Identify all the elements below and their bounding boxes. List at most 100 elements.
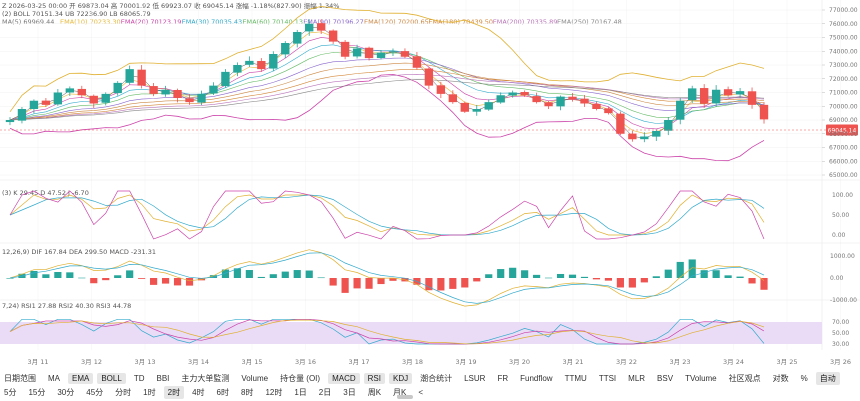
candle-body [759, 104, 769, 120]
indicator-toggle-5[interactable]: BBI [156, 373, 170, 383]
rsi-pane [9, 318, 765, 345]
indicator-toggle-4[interactable]: TD [133, 373, 145, 383]
indicator-toggle-9[interactable]: MACD [328, 372, 360, 384]
indicator-toggle-22[interactable]: 对数 [772, 373, 789, 383]
macd-histogram-bar [437, 278, 445, 291]
ema-line [9, 62, 765, 121]
candle-body [316, 23, 326, 31]
indicator-toggle-13[interactable]: LSUR [464, 373, 486, 383]
timeframe-option-12[interactable]: 2日 [318, 387, 332, 397]
macd-histogram-bar [185, 278, 194, 286]
indicator-toggle-21[interactable]: 社区观点 [728, 373, 761, 383]
indicator-toggle-2[interactable]: EMA [68, 372, 94, 384]
timeframe-option-7[interactable]: 4时 [192, 387, 205, 397]
timeframe-option-8[interactable]: 6时 [216, 387, 229, 397]
indicator-toggle-14[interactable]: FR [497, 373, 509, 383]
timeframe-option-15[interactable]: 月K [393, 387, 407, 397]
current-price-tag [826, 124, 858, 136]
macd-histogram-bar [389, 278, 397, 281]
chart-svg[interactable]: Z 2026-03-25 00:00 开 69873.04 高 70001.92… [0, 0, 860, 370]
timeframe-option-4[interactable]: 分时 [115, 387, 132, 397]
indicator-toggle-15[interactable]: Fundflow [520, 373, 553, 383]
candle-body [424, 68, 434, 86]
candle-body [137, 69, 146, 86]
candle-body [436, 85, 446, 94]
timeframe-option-9[interactable]: 8时 [240, 387, 254, 397]
timeframe-option-3[interactable]: 45分 [86, 387, 104, 397]
timeframe-option-13[interactable]: 3日 [343, 387, 356, 397]
macd-histogram-bar [497, 269, 505, 278]
price-tick-label: 74000.00 [829, 48, 858, 55]
kdj-d-line [9, 194, 765, 236]
indicator-toggle-17[interactable]: TTSI [598, 373, 617, 383]
macd-dea-line [9, 252, 765, 304]
date-tick-label: 3月 26 [830, 358, 851, 366]
boll-bands [9, 5, 765, 162]
rsi-info: 7,24) RSI1 27.88 RSI2 40.30 RSI3 44.78 [2, 302, 131, 310]
timeframe-option-1[interactable]: 15分 [28, 387, 46, 397]
candle-body [209, 85, 218, 94]
ma-legend-item: MA(5) 69969.44 [2, 18, 54, 26]
candle-body [532, 96, 541, 103]
candle-body [592, 103, 601, 109]
timeframe-option-6[interactable]: 2时 [163, 385, 185, 399]
indicator-toggle-19[interactable]: BSV [657, 373, 674, 383]
indicator-toggle-0[interactable]: 日期范围 [4, 373, 36, 383]
indicator-toggle-24[interactable]: 自动 [815, 371, 840, 385]
indicator-toggle-6[interactable]: 主力大单監测 [181, 373, 230, 383]
macd-histogram-bar [544, 277, 553, 279]
rsi-tick-label: 50.00 [832, 330, 849, 337]
candle-body [328, 30, 338, 42]
timeframe-option-10[interactable]: 12时 [265, 387, 283, 397]
indicator-toggle-18[interactable]: MLR [628, 373, 646, 383]
rsi-tick-label: 30.00 [832, 341, 849, 348]
candle-body [293, 32, 302, 44]
timeframe-option-14[interactable]: 周K [367, 387, 382, 397]
macd-histogram-bar [293, 270, 301, 278]
indicator-toggle-11[interactable]: KDJ [388, 372, 413, 384]
indicator-toggle-1[interactable]: MA [48, 373, 60, 383]
candle-body [89, 95, 98, 104]
macd-histogram-bar [221, 269, 230, 278]
indicator-toggle-20[interactable]: TVolume [685, 373, 717, 383]
indicator-toggle-16[interactable]: TTMU [564, 373, 587, 383]
boll-info: (2) BOLL 70151.34 UB 72236.90 LB 68065.7… [2, 10, 151, 18]
candle-body [149, 86, 158, 94]
timeframe-option-5[interactable]: 1时 [143, 387, 156, 397]
rsi3-line [9, 319, 765, 345]
macd-histogram-bar [461, 278, 469, 288]
indicator-toggle-3[interactable]: BOLL [97, 372, 126, 384]
date-tick-label: 3月 16 [295, 358, 316, 366]
macd-histogram-bar [233, 268, 241, 278]
candle-body [53, 92, 63, 105]
timeframe-option-16[interactable]: < [418, 387, 424, 397]
indicator-toggle-8[interactable]: 持仓量 (OI) [280, 373, 321, 383]
date-tick-label: 3月 18 [402, 358, 423, 366]
indicator-toggle-10[interactable]: RSI [363, 372, 385, 384]
ema-legend: MA(5) 69969.44 EMA(10) 70233.30 EMA(20) 70… [2, 18, 622, 26]
indicator-toggle-7[interactable]: Volume [241, 373, 269, 383]
candle-body [221, 71, 230, 87]
macd-histogram-bar [150, 278, 158, 285]
indicator-toggle-23[interactable]: % [800, 373, 808, 383]
candle-body [77, 88, 86, 96]
candle-body [233, 65, 242, 73]
macd-histogram-bar [90, 278, 98, 284]
macd-histogram-bar [676, 261, 684, 278]
scrollbar-thumb[interactable] [397, 395, 413, 399]
macd-histogram-bar [473, 278, 481, 282]
indicator-toggle-12[interactable]: 潮合统计 [420, 373, 453, 383]
candle-body [747, 91, 757, 105]
timeframe-option-2[interactable]: 30分 [57, 387, 75, 397]
macd-histogram-bar [269, 274, 277, 278]
macd-histogram-bar [281, 271, 289, 278]
macd-histogram-bar [257, 276, 265, 278]
macd-histogram-bar [209, 275, 218, 278]
timeframe-option-11[interactable]: 1日 [294, 387, 307, 397]
candle-body [699, 88, 709, 104]
macd-histogram-bar [138, 278, 146, 279]
ema-line [9, 79, 765, 121]
macd-histogram-bar [126, 270, 134, 278]
timeframe-option-0[interactable]: 5分 [4, 387, 17, 397]
